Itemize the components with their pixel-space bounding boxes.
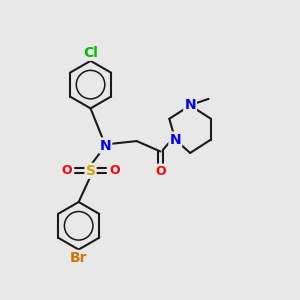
Text: N: N xyxy=(100,139,111,152)
Text: Br: Br xyxy=(70,251,87,265)
Text: N: N xyxy=(169,133,181,147)
Text: N: N xyxy=(184,98,196,112)
Text: Cl: Cl xyxy=(83,46,98,60)
Text: S: S xyxy=(85,164,96,178)
Text: O: O xyxy=(61,164,72,177)
Text: O: O xyxy=(109,164,120,177)
Text: O: O xyxy=(155,165,166,178)
